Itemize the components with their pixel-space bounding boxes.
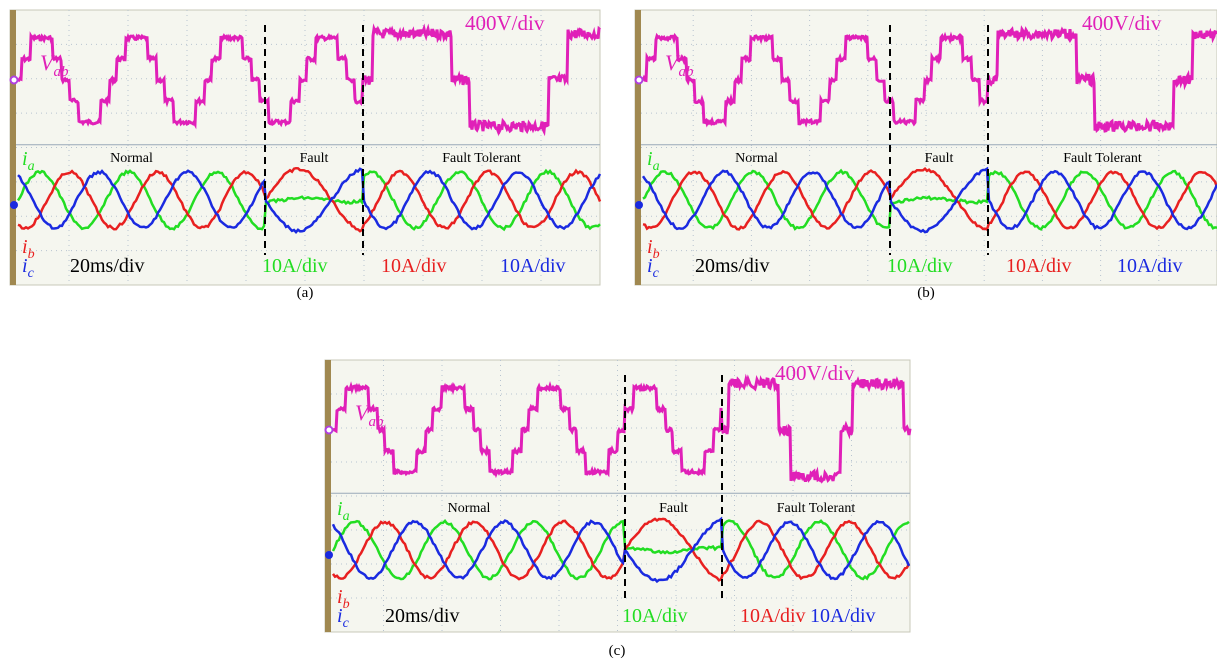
region-label: Fault Tolerant <box>777 501 856 516</box>
time-scale: 20ms/div <box>695 255 769 277</box>
region-label: Fault <box>300 151 329 166</box>
time-scale: 20ms/div <box>70 255 144 277</box>
channel-marker <box>326 427 333 434</box>
current-subscript: c <box>653 266 660 281</box>
region-label: Normal <box>735 151 778 166</box>
current-scale: 10A/div <box>500 255 566 277</box>
current-scale: 10A/div <box>887 255 953 277</box>
channel-marker <box>11 77 18 84</box>
voltage-scale: 400V/div <box>1082 11 1162 35</box>
current-scale: 10A/div <box>810 605 876 627</box>
scope-left-bar <box>325 360 331 632</box>
channel-marker <box>325 551 333 559</box>
channel-marker <box>635 201 643 209</box>
region-label: Fault <box>925 151 954 166</box>
current-subscript: c <box>28 266 35 281</box>
voltage-subscript: ab <box>678 64 694 80</box>
current-subscript: a <box>343 509 350 524</box>
figure: 400V/divVabiaibicNormalFaultFault Tolera… <box>0 0 1217 666</box>
voltage-subscript: ab <box>368 414 384 430</box>
voltage-subscript: ab <box>53 64 69 80</box>
region-label: Normal <box>448 501 491 516</box>
current-subscript: c <box>343 616 350 631</box>
current-subscript: b <box>343 597 350 612</box>
current-scale: 10A/div <box>740 605 806 627</box>
scope-left-bar <box>635 10 641 285</box>
current-scale: 10A/div <box>381 255 447 277</box>
channel-marker <box>10 201 18 209</box>
panel-label: (b) <box>917 285 935 301</box>
panel-label: (a) <box>297 285 314 301</box>
current-subscript: a <box>653 159 660 174</box>
region-label: Fault <box>659 501 688 516</box>
current-scale: 10A/div <box>1117 255 1183 277</box>
current-subscript: a <box>28 159 35 174</box>
current-scale: 10A/div <box>1006 255 1072 277</box>
time-scale: 20ms/div <box>385 605 459 627</box>
voltage-scale: 400V/div <box>465 11 545 35</box>
region-label: Fault Tolerant <box>1063 151 1142 166</box>
region-label: Fault Tolerant <box>442 151 521 166</box>
current-scale: 10A/div <box>622 605 688 627</box>
channel-marker <box>636 77 643 84</box>
current-scale: 10A/div <box>262 255 328 277</box>
scope-left-bar <box>10 10 16 285</box>
current-subscript: b <box>28 247 35 262</box>
voltage-scale: 400V/div <box>775 361 855 385</box>
panel-label: (c) <box>609 643 626 659</box>
region-label: Normal <box>110 151 153 166</box>
current-subscript: b <box>653 247 660 262</box>
